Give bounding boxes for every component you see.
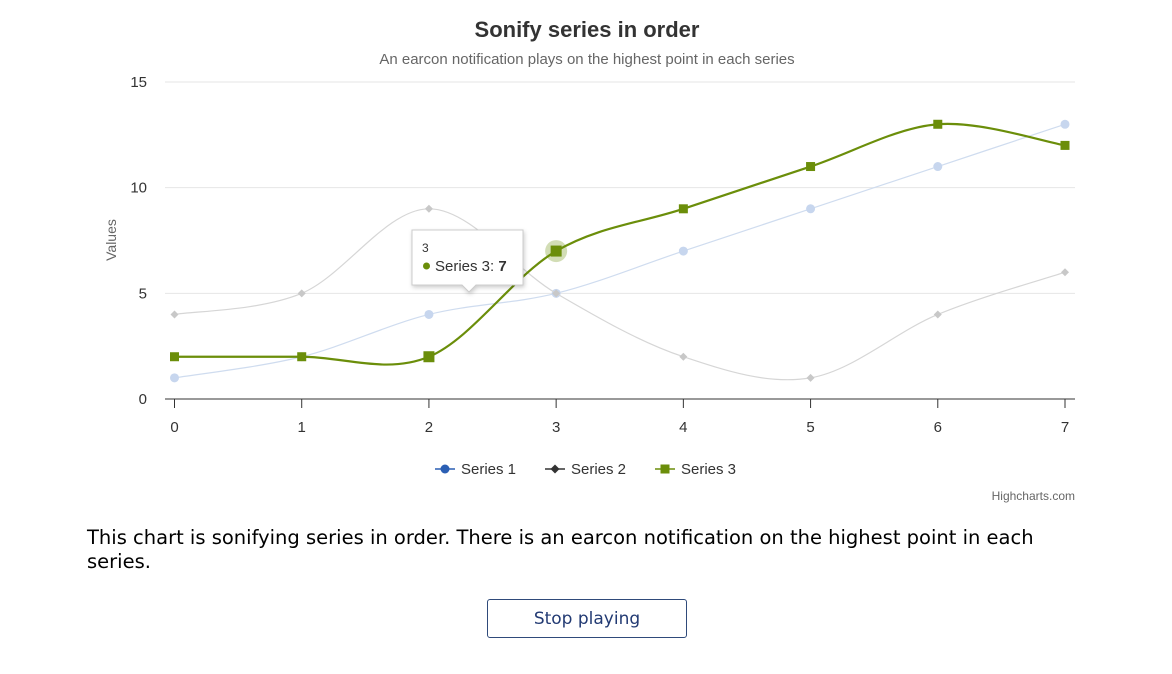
series-3-line[interactable]	[174, 122, 1066, 366]
series-2-point[interactable]	[806, 373, 815, 382]
series-1-point[interactable]	[1060, 119, 1070, 129]
tooltip-box	[411, 229, 524, 293]
legend-diamond-icon	[550, 464, 560, 474]
x-tick-label: 6	[934, 419, 942, 436]
series-2-group	[170, 204, 1069, 382]
series-3-point[interactable]	[550, 245, 562, 257]
series-1-point[interactable]	[424, 309, 434, 319]
legend-label: Series 3	[681, 461, 736, 478]
legend-label: Series 1	[461, 461, 516, 478]
y-tick-label: 0	[139, 391, 147, 408]
x-tick-label: 0	[170, 419, 178, 436]
y-tick-label: 10	[130, 180, 147, 197]
series-2-point[interactable]	[297, 289, 306, 298]
series-1-point[interactable]	[678, 246, 688, 256]
chart-description: This chart is sonifying series in order.…	[87, 526, 1034, 573]
legend-item-series-3[interactable]: Series 3	[655, 461, 736, 478]
legend-item-series-2[interactable]: Series 2	[545, 461, 626, 478]
series-2-point[interactable]	[1061, 268, 1069, 277]
series-2-line[interactable]	[174, 208, 1066, 381]
series-3-point[interactable]	[170, 352, 179, 362]
x-tick-label: 1	[298, 419, 306, 436]
legend-circle-icon	[440, 464, 450, 474]
y-axis-title: Values	[103, 219, 119, 261]
legend: Series 1 Series 2 Series 3	[435, 461, 736, 478]
credits-link[interactable]: Highcharts.com	[992, 489, 1075, 503]
chart: Sonify series in order An earcon notific…	[103, 17, 1075, 503]
series-3-point[interactable]	[297, 352, 307, 362]
tooltip-text: Series 3: 7	[435, 258, 507, 275]
series-2-point[interactable]	[170, 310, 179, 319]
series-3-group	[170, 119, 1070, 366]
y-tick-label: 15	[130, 74, 147, 91]
tooltip-series-dot	[423, 262, 430, 270]
axes: 0 1 2 3 4 5 6 7	[165, 398, 1075, 436]
tooltip: 3 Series 3: 7	[411, 229, 524, 293]
x-tick-label: 3	[552, 419, 560, 436]
series-3-point[interactable]	[1060, 140, 1070, 150]
series-1-group	[170, 119, 1070, 383]
y-tick-label: 5	[139, 285, 147, 302]
chart-subtitle: An earcon notification plays on the high…	[379, 51, 794, 68]
series-3-point[interactable]	[933, 119, 943, 129]
series-1-point[interactable]	[933, 162, 943, 172]
series-1-point[interactable]	[170, 373, 179, 383]
x-tick-label: 5	[806, 419, 814, 436]
series-2-point[interactable]	[933, 310, 942, 319]
series-3-point[interactable]	[806, 162, 816, 172]
x-tick-label: 4	[679, 419, 687, 436]
legend-item-series-1[interactable]: Series 1	[435, 461, 516, 478]
series-1-line[interactable]	[174, 123, 1066, 379]
x-tick-label: 7	[1061, 419, 1069, 436]
tooltip-header: 3	[422, 241, 429, 255]
legend-square-icon	[660, 464, 670, 474]
legend-label: Series 2	[571, 461, 626, 478]
series-2-point[interactable]	[552, 289, 561, 298]
x-tick-label: 2	[425, 419, 433, 436]
series-2-point[interactable]	[679, 352, 688, 361]
series-1-point[interactable]	[806, 204, 816, 214]
plot-series	[170, 119, 1070, 383]
series-2-point[interactable]	[424, 204, 433, 213]
chart-title: Sonify series in order	[475, 17, 700, 42]
series-3-point[interactable]	[678, 204, 688, 214]
stop-playing-button[interactable]: Stop playing	[487, 599, 687, 638]
series-3-point[interactable]	[423, 351, 435, 363]
grid-lines: 0 5 10 15	[130, 74, 1075, 408]
